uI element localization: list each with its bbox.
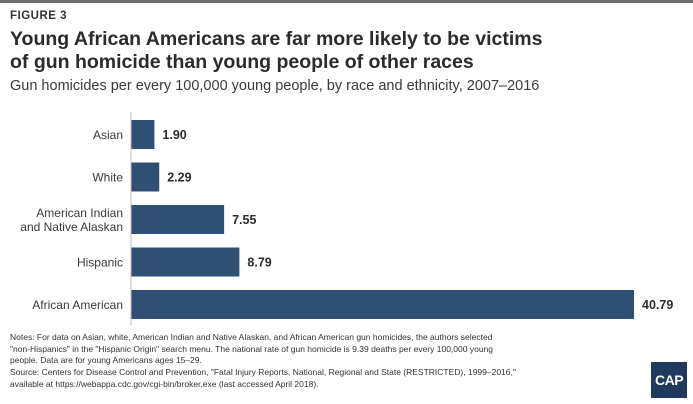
data-label: 40.79 — [642, 298, 673, 312]
figure-label: FIGURE 3 — [10, 10, 68, 22]
top-rule — [0, 0, 693, 3]
note-line: Notes: For data on Asian, white, America… — [10, 332, 493, 342]
category-label: White — [92, 171, 123, 185]
source-line: Source: Centers for Disease Control and … — [10, 367, 516, 378]
category-label: Hispanic — [77, 256, 123, 270]
bar — [131, 205, 225, 234]
bar-chart: 1.90 Asian 2.29 White 7.55 American Indian and… — [20, 112, 673, 325]
notes-and-source: Notes: For data on Asian, white, America… — [10, 332, 640, 391]
data-label: 8.79 — [247, 256, 271, 270]
note-line: "non-Hispanics" in the "Hispanic Origin"… — [10, 343, 493, 354]
data-label: 1.90 — [162, 128, 186, 142]
chart-title-line-1: Young African Americans are far more lik… — [10, 28, 543, 50]
source-line: available at https://webappa.cdc.gov/cgi… — [10, 378, 319, 389]
bar — [131, 247, 240, 277]
bar — [131, 120, 155, 149]
cap-logo: CAP — [651, 362, 687, 398]
category-label: American Indian and Native Alaskan — [20, 206, 123, 234]
chart-title: Young African Americans are far more lik… — [10, 28, 670, 74]
category-label: Asian — [93, 128, 123, 142]
note-line: people. Data are for young Americans age… — [10, 355, 202, 366]
chart-title-line-2: of gun homicide than young people of oth… — [10, 51, 474, 73]
chart-subtitle: Gun homicides per every 100,000 young pe… — [10, 78, 540, 94]
bar — [131, 290, 634, 319]
bar — [131, 162, 160, 192]
data-label: 2.29 — [167, 171, 191, 185]
category-label: African American — [32, 298, 123, 312]
data-label: 7.55 — [232, 213, 256, 227]
